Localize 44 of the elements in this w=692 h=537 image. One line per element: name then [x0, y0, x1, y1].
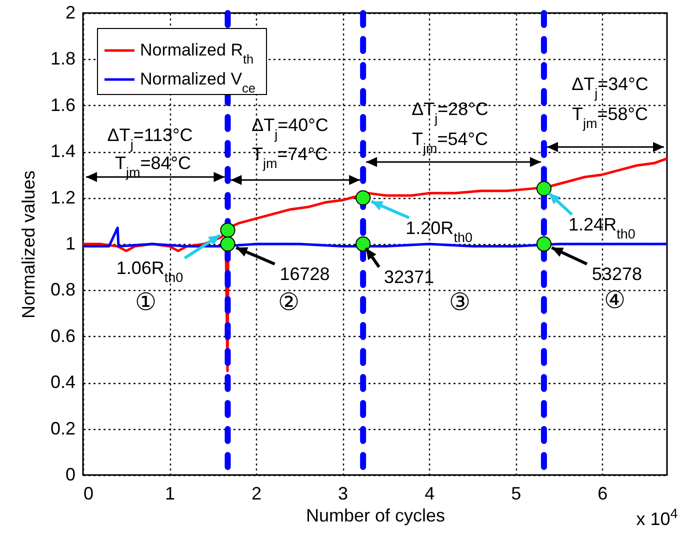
annotation: ④ — [604, 287, 626, 314]
x-tick-label: 0 — [84, 484, 94, 504]
x-axis-title: Number of cycles — [306, 506, 446, 526]
annotation: ΔT$_{j}$=113°C — [107, 125, 193, 152]
y-tick-label: 0.8 — [50, 280, 76, 300]
y-tick-label: 1.2 — [50, 187, 76, 208]
annotation: 1.06R$_{th0}$ — [116, 258, 184, 285]
y-tick-label: 0.4 — [50, 372, 76, 392]
annotation: ① — [135, 289, 157, 316]
annotation: T$_{jm}$=54°C — [412, 129, 488, 156]
annotation: 1.24R$_{th0}$ — [568, 214, 636, 242]
y-tick-label: 1 — [65, 234, 76, 254]
y-tick-label: 2 — [65, 2, 76, 22]
point — [356, 190, 371, 206]
annotation: 53278 — [592, 264, 642, 284]
point — [356, 236, 371, 252]
x-tick-label: 2 — [252, 484, 262, 504]
text: x 10$^{4}$ — [636, 506, 678, 529]
x-tick-label: 3 — [338, 484, 348, 504]
y-tick-label: 1.6 — [50, 94, 76, 115]
annotation: 1.20R$_{th0}$ — [406, 218, 472, 244]
annotation: 16728 — [280, 264, 330, 284]
annotation: ③ — [449, 289, 471, 316]
point — [220, 236, 236, 252]
y-tick-label: 0.6 — [50, 326, 76, 346]
y-tick-label: 0.2 — [50, 418, 76, 438]
y-tick-label: 1.8 — [50, 48, 76, 69]
x-tick-label: 4 — [424, 484, 435, 504]
x-tick-label: 5 — [511, 484, 522, 504]
annotation: T$_{jm}$=58°C — [572, 104, 648, 130]
y-tick-label: 1.4 — [50, 141, 76, 162]
y-tick-label: 0 — [65, 464, 76, 484]
point — [536, 181, 552, 196]
point — [536, 236, 552, 252]
annotation: ΔT$_{j}$=34°C — [572, 74, 648, 100]
point — [220, 222, 236, 238]
annotation: ΔT$_{j}$=40°C — [252, 115, 328, 142]
annotation: 32371 — [384, 267, 434, 287]
legend-label: Normalized V$_{ce}$ — [140, 70, 256, 95]
x-tick-label: 1 — [165, 484, 176, 504]
x-tick-label: 6 — [598, 484, 608, 504]
legend-label: Normalized R$_{th}$ — [140, 40, 254, 66]
y-axis-title: Normalized values — [18, 170, 38, 319]
annotation: ② — [278, 289, 300, 316]
